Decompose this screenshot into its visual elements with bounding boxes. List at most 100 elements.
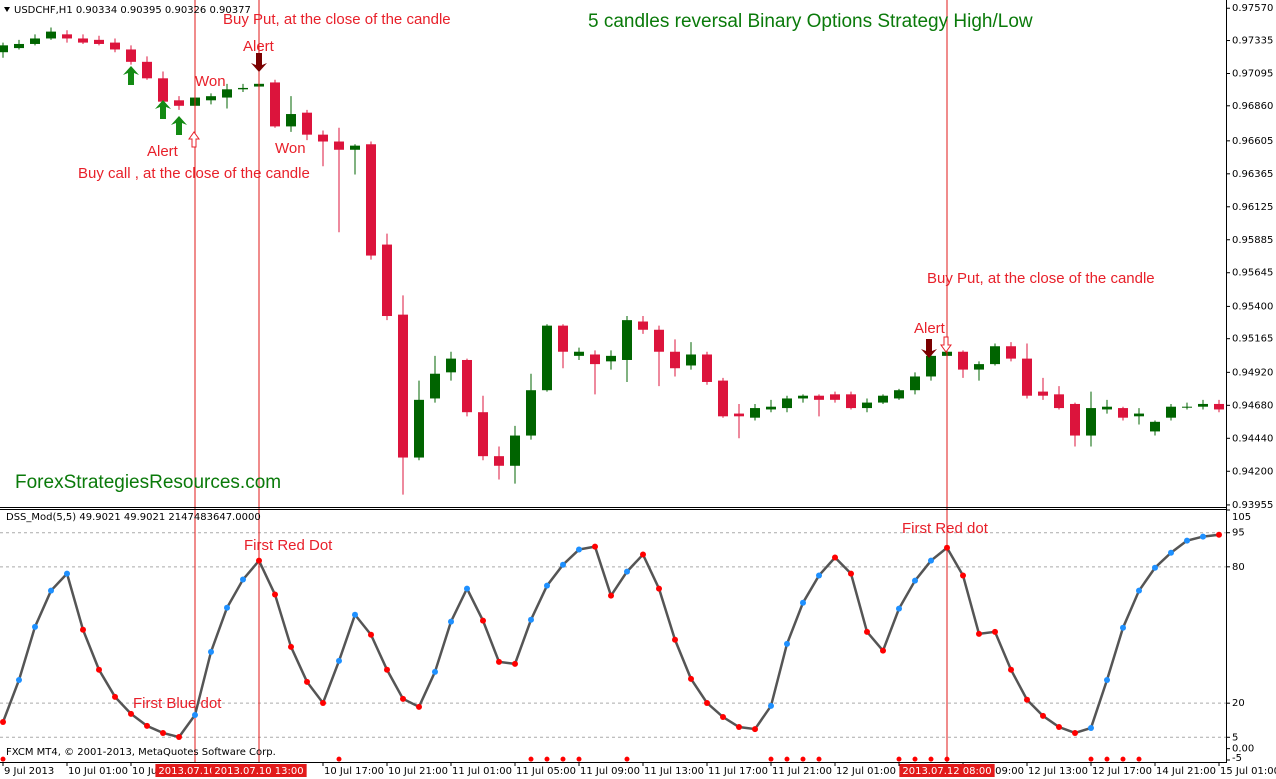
- candle-body: [686, 354, 696, 366]
- y-tick-label: 0.96125: [1232, 202, 1273, 213]
- indicator-dot: [1088, 724, 1094, 731]
- candle-body: [894, 390, 904, 399]
- candle-body: [526, 390, 536, 436]
- candle-body: [334, 141, 344, 150]
- signal-dot: [528, 756, 534, 762]
- buy-arrow: [171, 116, 187, 135]
- y-tick-label: 0.93955: [1232, 500, 1273, 511]
- indicator-dot: [1136, 587, 1142, 594]
- y-tick-label: 0.94440: [1232, 433, 1273, 444]
- indicator-dot: [704, 699, 710, 706]
- candle-body: [510, 435, 520, 466]
- indicator-dot: [816, 572, 822, 579]
- y-tick-label: -5: [1232, 753, 1242, 764]
- indicator-dot: [448, 618, 454, 625]
- candle-body: [926, 355, 936, 377]
- indicator-dot: [1184, 537, 1190, 544]
- candle-body: [1118, 408, 1128, 418]
- buy-arrow: [155, 100, 171, 119]
- annotation: Buy Put, at the close of the candle: [927, 270, 1155, 287]
- buy-arrow: [123, 66, 139, 85]
- signal-dot: [1136, 756, 1142, 762]
- indicator-dot: [880, 647, 886, 654]
- sell-arrow: [251, 53, 267, 72]
- annotation: First Blue dot: [133, 695, 222, 712]
- candle-body: [62, 34, 72, 39]
- indicator-dot: [176, 734, 182, 741]
- candle-body: [846, 394, 856, 409]
- candle-body: [782, 398, 792, 409]
- annotation: Alert: [914, 320, 946, 337]
- indicator-dot: [576, 546, 582, 553]
- candle-body: [1150, 421, 1160, 432]
- footer: FXCM MT4, © 2001-2013, MetaQuotes Softwa…: [6, 747, 276, 758]
- candle-body: [270, 82, 280, 127]
- signal-dot: [1104, 756, 1110, 762]
- candle-body: [830, 394, 840, 400]
- x-tick-label: 9 Jul 2013: [4, 766, 54, 777]
- candle-body: [478, 412, 488, 457]
- candle-body: [718, 380, 728, 417]
- candle-body: [446, 358, 456, 373]
- y-tick-label: 105: [1232, 512, 1251, 523]
- indicator-dot: [640, 551, 646, 558]
- candle-body: [1054, 394, 1064, 409]
- candle-body: [398, 314, 408, 458]
- candle-body: [286, 114, 296, 127]
- annotation: Buy call , at the close of the candle: [78, 165, 310, 182]
- candle-body: [1214, 403, 1224, 410]
- y-tick-label: 0.94200: [1232, 466, 1273, 477]
- indicator-dot: [368, 631, 374, 638]
- candle-body: [1102, 406, 1112, 410]
- indicator-dot: [864, 628, 870, 635]
- marker-box: [211, 764, 307, 777]
- candle-body: [1022, 358, 1032, 396]
- y-tick-label: 0.94920: [1232, 367, 1273, 378]
- indicator-dot: [64, 570, 70, 577]
- annotation: Buy Put, at the close of the candle: [223, 11, 451, 28]
- y-tick-label: 0.97335: [1232, 36, 1273, 47]
- indicator-dot: [1072, 729, 1078, 736]
- indicator-dot: [16, 677, 22, 683]
- candle-body: [430, 373, 440, 399]
- indicator-dot: [1152, 564, 1158, 571]
- candle-body: [734, 413, 744, 417]
- signal-dot: [560, 756, 566, 762]
- chart-subtitle: USDCHF,H1 0.90334 0.90395 0.90326 0.9037…: [14, 5, 251, 16]
- signal-dot: [544, 756, 550, 762]
- candle-body: [1006, 346, 1016, 359]
- candle-body: [990, 346, 1000, 365]
- indicator-dot: [960, 572, 966, 579]
- indicator-dot: [512, 660, 518, 667]
- y-tick-label: 0.97095: [1232, 69, 1273, 80]
- candle-body: [910, 376, 920, 391]
- indicator-dot: [144, 722, 150, 729]
- grid-layer: 0.97570 0.97335 0.97095 0.96860 0.96605 0.963…: [0, 3, 1276, 777]
- candle-body: [798, 395, 808, 399]
- y-tick-label: 80: [1232, 562, 1245, 573]
- y-tick-label: 0.95165: [1232, 334, 1273, 345]
- indicator-dot: [800, 599, 806, 606]
- indicator-dot: [1056, 724, 1062, 731]
- annotation: Won: [195, 73, 226, 90]
- y-tick-label: 0.00: [1232, 744, 1254, 755]
- y-tick-label: 0.96860: [1232, 101, 1273, 112]
- x-tick-label: 15 Jul 01:00: [1220, 766, 1276, 777]
- indicator-dot: [1216, 531, 1222, 538]
- signal-dot: [800, 756, 806, 762]
- indicator-dot: [48, 587, 54, 594]
- indicator-title: DSS_Mod(5,5) 49.9021 49.9021 2147483647.…: [6, 512, 261, 523]
- y-tick-label: 0.95885: [1232, 235, 1273, 246]
- candle-body: [110, 42, 120, 50]
- signal-dot: [784, 756, 790, 762]
- indicator-dot: [400, 695, 406, 702]
- signal-dot: [1088, 756, 1094, 762]
- x-tick-label: 12 Jul 01:00: [836, 766, 896, 777]
- indicator-dot: [1024, 696, 1030, 703]
- x-tick-label: 14 Jul 21:00: [1156, 766, 1216, 777]
- candle-body: [1166, 406, 1176, 418]
- indicator-dot: [832, 554, 838, 561]
